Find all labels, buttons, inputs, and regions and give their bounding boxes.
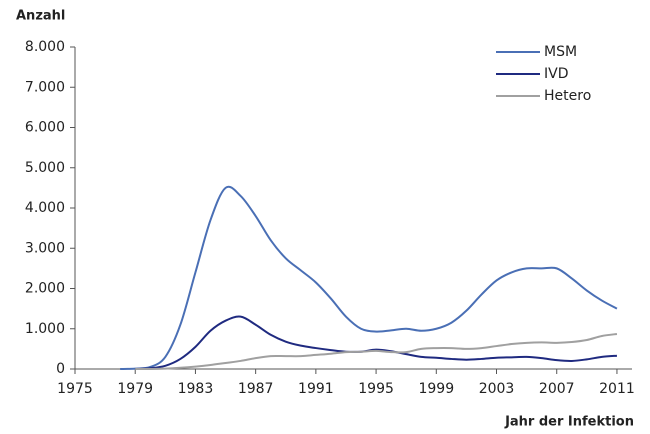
x-tick-label: 1999 (418, 381, 454, 397)
y-tick-label: 1.000 (25, 321, 65, 337)
x-tick-label: 1979 (117, 381, 153, 397)
x-tick-label: 1975 (57, 381, 93, 397)
x-tick-label: 1995 (358, 381, 394, 397)
series-line (120, 185, 618, 370)
x-tick-label: 2011 (599, 381, 635, 397)
x-axis-label: Jahr der Infektion (504, 415, 634, 430)
x-tick-label: 2003 (479, 381, 515, 397)
legend-label: MSM (544, 44, 577, 60)
y-tick-label: 4.000 (25, 200, 65, 216)
y-tick-label: 3.000 (25, 240, 65, 256)
y-tick-label: 8.000 (25, 39, 65, 55)
x-tick-label: 1991 (298, 381, 334, 397)
x-tick-label: 1987 (238, 381, 274, 397)
legend-label: IVD (544, 66, 569, 82)
series-line (135, 332, 618, 371)
y-axis-label: Anzahl (16, 9, 65, 24)
y-tick-label: 2.000 (25, 281, 65, 297)
y-tick-label: 0 (56, 361, 65, 377)
x-tick-label: 1983 (178, 381, 214, 397)
y-tick-label: 6.000 (25, 120, 65, 136)
y-tick-label: 7.000 (25, 79, 65, 95)
series-line (135, 315, 618, 370)
legend-label: Hetero (544, 88, 591, 104)
y-tick-label: 5.000 (25, 160, 65, 176)
x-tick-label: 2007 (539, 381, 575, 397)
